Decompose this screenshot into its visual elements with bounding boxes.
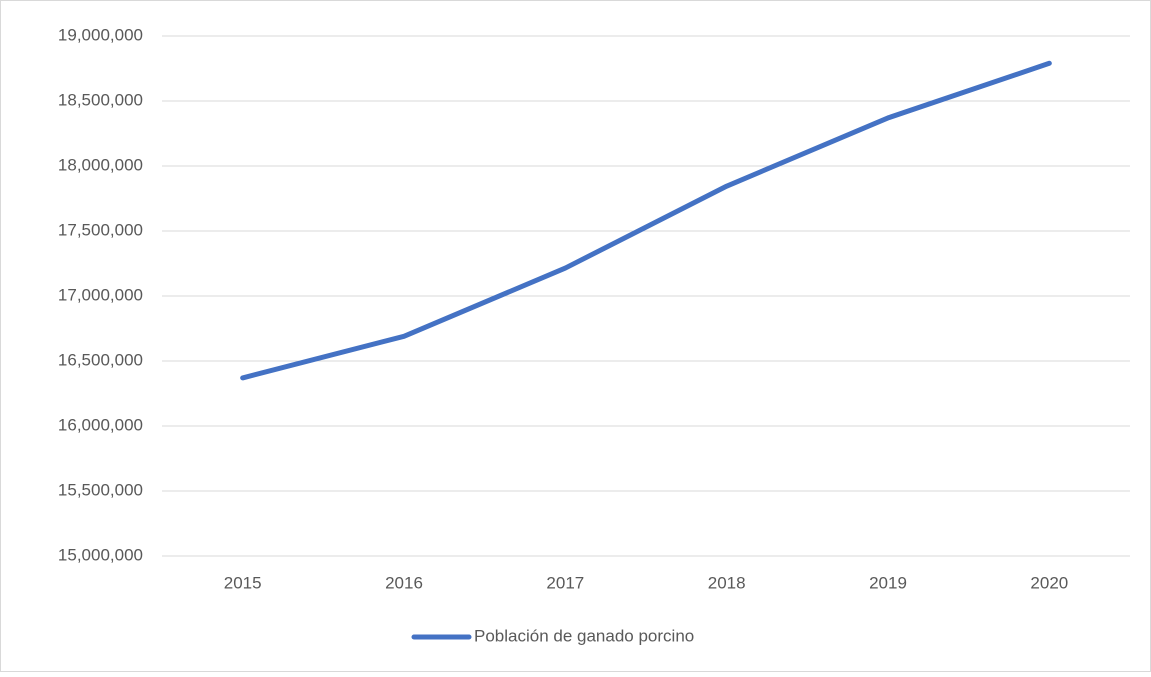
y-tick-label: 16,000,000 [58, 415, 143, 434]
x-tick-label: 2015 [224, 573, 262, 592]
y-tick-label: 18,500,000 [58, 90, 143, 109]
x-tick-label: 2019 [869, 573, 907, 592]
y-tick-label: 17,500,000 [58, 220, 143, 239]
y-tick-label: 16,500,000 [58, 350, 143, 369]
y-tick-label: 15,000,000 [58, 545, 143, 564]
x-tick-label: 2018 [708, 573, 746, 592]
y-tick-label: 17,000,000 [58, 285, 143, 304]
y-tick-label: 19,000,000 [58, 25, 143, 44]
data-line [240, 60, 1052, 381]
x-tick-label: 2020 [1030, 573, 1068, 592]
y-tick-label: 18,000,000 [58, 155, 143, 174]
legend-label: Población de ganado porcino [474, 626, 694, 645]
x-tick-label: 2017 [546, 573, 584, 592]
x-tick-label: 2016 [385, 573, 423, 592]
y-tick-label: 15,500,000 [58, 480, 143, 499]
